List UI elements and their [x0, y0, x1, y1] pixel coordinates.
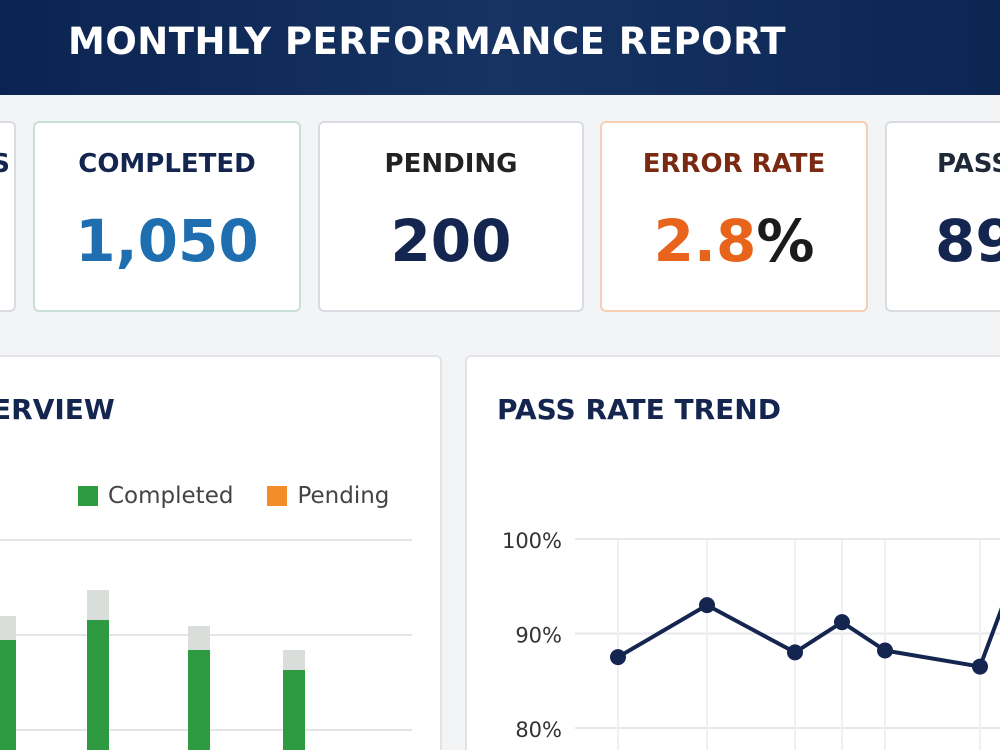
legend-swatch: [267, 486, 288, 506]
kpi-card-error-rate: ERROR RATE 2.8%: [600, 121, 868, 312]
legend-item-pending: Pending: [267, 483, 389, 509]
bar-completed: [87, 620, 109, 750]
bar-pending: [87, 590, 109, 620]
kpi-label: S: [0, 149, 10, 179]
kpi-label: PASS: [937, 149, 1000, 179]
kpi-card-completed: COMPLETED 1,050: [33, 121, 301, 312]
kpi-label: ERROR RATE: [642, 149, 826, 179]
bar-completed: [0, 640, 16, 750]
pass-rate-point: [972, 658, 988, 675]
legend-item-completed: Completed: [78, 483, 233, 509]
bar-completed: [188, 650, 210, 750]
trend-panel: PASS RATE TREND: [465, 355, 1000, 750]
kpi-label: PENDING: [384, 149, 518, 179]
pass-rate-point: [610, 649, 626, 666]
kpi-label: COMPLETED: [78, 149, 256, 179]
y-tick-label: 90%: [515, 624, 562, 648]
bar-pending: [283, 650, 305, 670]
kpi-card-partial: S: [0, 121, 16, 312]
legend-swatch: [78, 486, 98, 506]
overview-legend: Completed Pending: [78, 482, 413, 510]
kpi-value: 2.8%: [602, 207, 866, 275]
y-tick-label: 100%: [502, 529, 562, 553]
kpi-card-pending: PENDING 200: [318, 121, 584, 312]
legend-label: Completed: [108, 483, 234, 509]
bar-pending: [188, 626, 210, 650]
bar-completed: [283, 670, 305, 750]
kpi-value-number: 2.8: [653, 207, 757, 275]
panel-title: PASS RATE TREND: [497, 393, 781, 426]
pass-rate-point: [834, 614, 850, 631]
overview-panel: ERVIEW: [0, 355, 442, 750]
kpi-card-pass: PASS 89: [885, 121, 1000, 312]
kpi-value: 200: [390, 207, 512, 275]
kpi-value: 89: [935, 207, 1000, 275]
legend-label: Pending: [297, 483, 390, 509]
panel-title: ERVIEW: [0, 393, 115, 426]
page-title: MONTHLY PERFORMANCE REPORT: [68, 20, 787, 63]
bar-pending: [0, 616, 16, 640]
kpi-value: 1,050: [75, 207, 259, 275]
y-tick-label: 80%: [515, 718, 562, 742]
pass-rate-line: [616, 603, 1000, 669]
pass-rate-point: [877, 642, 893, 659]
pass-rate-point: [699, 597, 715, 614]
pass-rate-point: [787, 644, 803, 661]
kpi-value-suffix: %: [756, 207, 815, 275]
report-header: MONTHLY PERFORMANCE REPORT: [0, 0, 1000, 95]
